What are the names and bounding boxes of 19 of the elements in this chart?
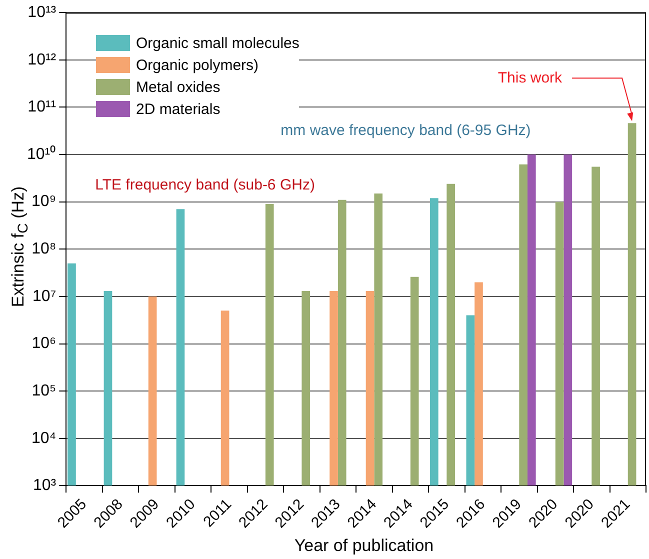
- y-tick-label: 10⁴: [31, 430, 56, 447]
- y-tick-label: 10⁹: [31, 193, 56, 210]
- annotation: mm wave frequency band (6-95 GHz): [280, 122, 531, 140]
- x-axis-title: Year of publication: [293, 536, 435, 556]
- y-tick-label: 10⁶: [32, 335, 56, 352]
- legend-label: Metal oxides: [136, 78, 220, 96]
- annotation: This work: [498, 69, 563, 86]
- y-tick-label: 10⁵: [32, 382, 56, 400]
- y-tick-label: 10¹³: [28, 4, 57, 22]
- legend-label: Organic small molecules: [136, 34, 300, 52]
- y-tick-label: 10⁷: [32, 288, 56, 305]
- y-tick-label: 10¹⁰: [27, 144, 56, 163]
- y-tick-label: 10¹¹: [28, 98, 56, 116]
- legend-label: Organic polymers): [136, 56, 259, 74]
- y-tick-label: 10¹²: [28, 51, 57, 68]
- y-tick-label: 10⁸: [32, 240, 56, 258]
- annotation: LTE frequency band (sub-6 GHz): [95, 176, 315, 194]
- y-tick-label: 10³: [33, 477, 57, 494]
- legend-label: 2D materials: [136, 100, 220, 118]
